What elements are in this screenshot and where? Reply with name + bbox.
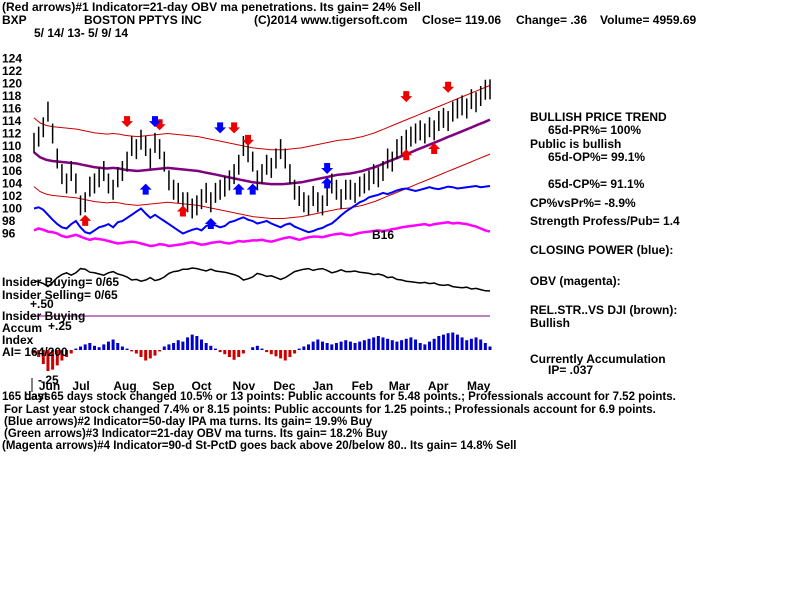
buy-arrow-icon (204, 218, 217, 229)
sell-arrow-icon (442, 81, 455, 93)
plus-25-label: +.25 (48, 319, 72, 333)
footer-line-2: For Last year stock changed 7.4% or 8.15… (4, 404, 656, 416)
upper-band (33, 84, 491, 151)
month-label: Jan (312, 379, 333, 393)
public-bullish: Public is bullish (530, 137, 622, 151)
price-tick-label: 116 (2, 102, 22, 116)
cp-vs-pr: CP%vsPr%= -8.9% (530, 196, 636, 210)
insider-buying-2-label: Insider Buying (2, 309, 86, 323)
closing-power-line (33, 184, 491, 235)
month-label: Jul (72, 379, 89, 393)
sell-arrow-icon (228, 122, 241, 134)
indicator-1-text: (Red arrows)#1 Indicator=21-day OBV ma p… (2, 0, 421, 14)
lower-band (33, 153, 491, 219)
footer-prefix: 165 days (2, 391, 51, 403)
footer-line-1: Last 65 days stock changed 10.5% or 13 p… (24, 391, 676, 403)
price-tick-label: 104 (2, 177, 22, 191)
strength: Strength Profess/Pub= 1.4 (530, 214, 680, 228)
sell-arrow-icon (321, 163, 334, 174)
sell-arrow-icon (242, 134, 255, 146)
op-pct: 65d-OP%= 99.1% (548, 150, 646, 164)
price-tick-label: 120 (2, 77, 22, 91)
price-tick-label: 100 (2, 202, 22, 216)
price-tick-label: 102 (2, 189, 22, 203)
sell-arrow-icon (214, 122, 227, 134)
month-label: Mar (389, 379, 411, 393)
plus-50-label: +.50 (30, 297, 54, 311)
buy-arrow-icon (400, 149, 413, 161)
company-name: BOSTON PPTYS INC (84, 13, 202, 27)
month-label: Nov (232, 379, 255, 393)
sell-arrow-icon (121, 116, 134, 128)
buy-arrow-icon (321, 177, 334, 189)
buy-arrow-icon (79, 214, 92, 226)
closing-power-label: CLOSING POWER (blue): (530, 243, 674, 257)
accum-title: Currently Accumulation (530, 352, 666, 366)
b16-label: B16 (372, 228, 395, 242)
insider-buying-label: Insider Buying= 0/65 (2, 275, 120, 289)
ticker: BXP (2, 13, 27, 27)
signal-arrows (79, 81, 455, 229)
buy-arrow-icon (176, 205, 189, 217)
relstr-label: REL.STR..VS DJI (brown): (530, 303, 678, 317)
buy-arrow-icon (246, 183, 259, 195)
footer-line-5: (Magenta arrows)#4 Indicator=90-d St-Pct… (2, 440, 517, 452)
price-tick-label: 108 (2, 152, 22, 166)
price-tick-label: 98 (2, 214, 16, 228)
sell-arrow-icon (148, 116, 161, 128)
price-tick-label: 112 (2, 127, 22, 141)
date-range: 5/ 14/ 13- 5/ 9/ 14 (34, 26, 129, 40)
accum-label: Accum (2, 321, 43, 335)
obv-label: OBV (magenta): (530, 274, 621, 288)
indicator-lines (33, 118, 491, 292)
footer-line-3: (Blue arrows)#2 Indicator=50-day IPA ma … (4, 416, 373, 428)
footer-line-4: (Green arrows)#3 Indicator=21-day OBV ma… (4, 428, 388, 440)
minus-25-label: -.25 (38, 373, 59, 387)
month-axis: Jun Jul Aug Sep Oct Nov Dec Jan Feb Mar Apr May (39, 379, 491, 393)
index-label: Index (2, 333, 34, 347)
month-label: Aug (113, 379, 136, 393)
month-label: Feb (352, 379, 373, 393)
buy-arrow-icon (428, 143, 441, 154)
price-tick-label: 96 (2, 227, 16, 241)
price-tick-label: 118 (2, 89, 22, 103)
month-label: Dec (273, 379, 295, 393)
price-axis: 1241221201181161141121101081061041021009… (2, 52, 22, 241)
pr-pct: 65d-PR%= 100% (548, 123, 642, 137)
month-label: Oct (192, 379, 212, 393)
price-tick-label: 110 (2, 139, 22, 153)
month-label: Apr (428, 379, 449, 393)
price-tick-label: 124 (2, 52, 22, 66)
price-tick-label: 106 (2, 164, 22, 178)
relstr-line (33, 267, 491, 292)
insider-selling-label: Insider Selling= 0/65 (2, 288, 118, 302)
relstr-value: Bullish (530, 316, 571, 330)
sell-arrow-icon (400, 91, 413, 103)
copyright: (C)2014 www.tigersoft.com (254, 13, 408, 27)
obv-line (33, 221, 491, 248)
price-bars (33, 79, 491, 219)
month-label: Jun (39, 379, 60, 393)
trend-title: BULLISH PRICE TREND (530, 110, 667, 124)
month-label: Sep (152, 379, 174, 393)
accumulation-histogram (32, 332, 492, 371)
cp-pct: 65d-CP%= 91.1% (548, 177, 645, 191)
ai-label: AI= 164/200 (2, 345, 68, 359)
change-value: Change= .36 (516, 13, 588, 27)
close-value: Close= 119.06 (422, 13, 502, 27)
price-bands (33, 84, 491, 219)
ip-value: IP= .037 (548, 363, 594, 377)
volume-value: Volume= 4959.69 (600, 13, 697, 27)
month-label: May (467, 379, 491, 393)
buy-arrow-icon (232, 183, 245, 195)
price-tick-label: 122 (2, 64, 22, 78)
buy-arrow-icon (139, 183, 152, 195)
price-tick-label: 114 (2, 114, 22, 128)
